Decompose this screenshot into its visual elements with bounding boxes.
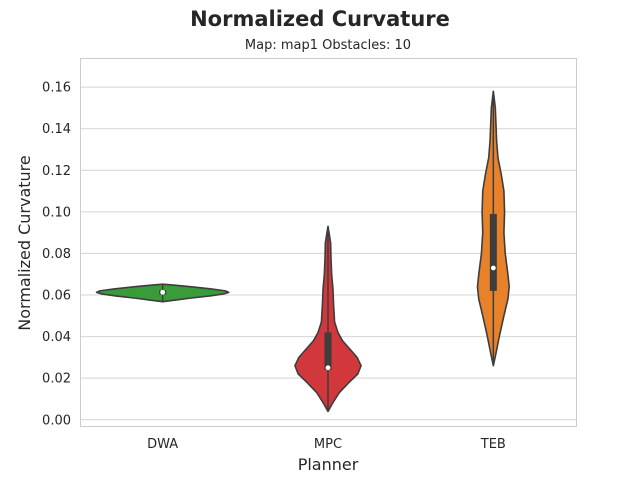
y-tick-label: 0.16: [42, 81, 71, 96]
plot-area-frame: [80, 58, 577, 427]
y-tick-label: 0.02: [42, 372, 71, 387]
y-tick-labels: 0.00 0.02 0.04 0.06 0.08 0.10 0.12 0.14 0.16: [42, 81, 71, 429]
y-tick-label: 0.12: [42, 164, 71, 179]
y-tick-label: 0.04: [42, 330, 71, 345]
y-tick-label: 0.06: [42, 289, 71, 304]
y-axis-label: Normalized Curvature: [15, 155, 34, 330]
x-axis-label: Planner: [298, 455, 359, 474]
y-tick-label: 0.08: [42, 247, 71, 262]
x-tick-labels: DWA MPC TEB: [147, 437, 506, 452]
x-tick-label: MPC: [314, 437, 342, 452]
chart-subtitle: Map: map1 Obstacles: 10: [245, 38, 411, 53]
y-tick-label: 0.10: [42, 205, 71, 220]
iqr-box-mpc: [324, 332, 332, 370]
chart-title: Normalized Curvature: [190, 7, 450, 31]
median-dot-dwa: [160, 289, 166, 295]
median-dot-mpc: [325, 365, 331, 371]
y-tick-label: 0.14: [42, 122, 71, 137]
violins: [95, 90, 511, 413]
y-tick-label: 0.00: [42, 413, 71, 428]
x-tick-label: TEB: [480, 437, 506, 452]
median-dot-teb: [490, 265, 496, 271]
x-tick-label: DWA: [147, 437, 178, 452]
iqr-box-teb: [489, 213, 497, 291]
